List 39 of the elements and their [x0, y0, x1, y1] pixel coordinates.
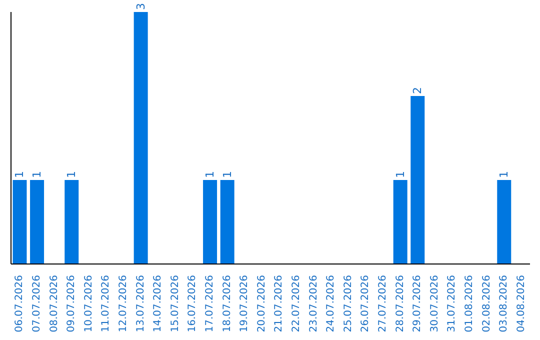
x-tick-label: 04.08.2026	[516, 275, 527, 332]
data-label: 1	[394, 171, 407, 178]
x-tick-label: 15.07.2026	[170, 275, 181, 332]
data-label: 1	[13, 171, 26, 178]
x-tick-label: 28.07.2026	[394, 275, 406, 332]
data-label: 1	[498, 171, 511, 178]
x-tick-label: 03.08.2026	[498, 275, 510, 332]
data-label: 1	[30, 171, 44, 178]
x-tick-label: 22.07.2026	[290, 275, 302, 332]
x-tick-label: 31.07.2026	[446, 275, 458, 332]
x-tick-label: 12.07.2026	[118, 275, 129, 332]
x-tick-label: 17.07.2026	[204, 275, 216, 332]
x-tick-label: 11.07.2026	[100, 275, 112, 332]
x-tick-label: 18.07.2026	[222, 275, 233, 332]
x-tick-label: 14.07.2026	[152, 275, 164, 332]
x-tick-label: 23.07.2026	[308, 275, 320, 332]
x-tick-label: 08.07.2026	[48, 275, 60, 332]
x-tick-label: 01.08.2026	[464, 275, 475, 332]
x-tick-label: 25.07.2026	[342, 275, 354, 332]
x-tick-label: 07.07.2026	[31, 275, 42, 332]
x-tick-label: 09.07.2026	[66, 275, 78, 332]
x-tick-label: 20.07.2026	[256, 275, 268, 332]
x-tick-label: 26.07.2026	[360, 275, 372, 332]
data-label: 1	[220, 171, 234, 178]
data-label: 3	[134, 3, 148, 10]
x-tick-label: 24.07.2026	[326, 275, 337, 332]
x-tick-label: 10.07.2026	[83, 275, 94, 332]
x-tick-label: 29.07.2026	[412, 275, 424, 332]
x-tick-label: 02.08.2026	[481, 275, 492, 332]
data-label: 1	[65, 171, 78, 178]
x-tick-label: 19.07.2026	[239, 275, 250, 332]
data-label: 2	[411, 87, 424, 94]
x-tick-label: 16.07.2026	[187, 275, 198, 332]
x-tick-label: 27.07.2026	[377, 275, 388, 332]
x-tick-label: 06.07.2026	[14, 275, 26, 332]
x-tick-label: 30.07.2026	[429, 275, 440, 332]
x-tick-label: 13.07.2026	[135, 275, 146, 332]
data-label: 1	[204, 171, 217, 178]
x-tick-label: 21.07.2026	[274, 275, 285, 332]
